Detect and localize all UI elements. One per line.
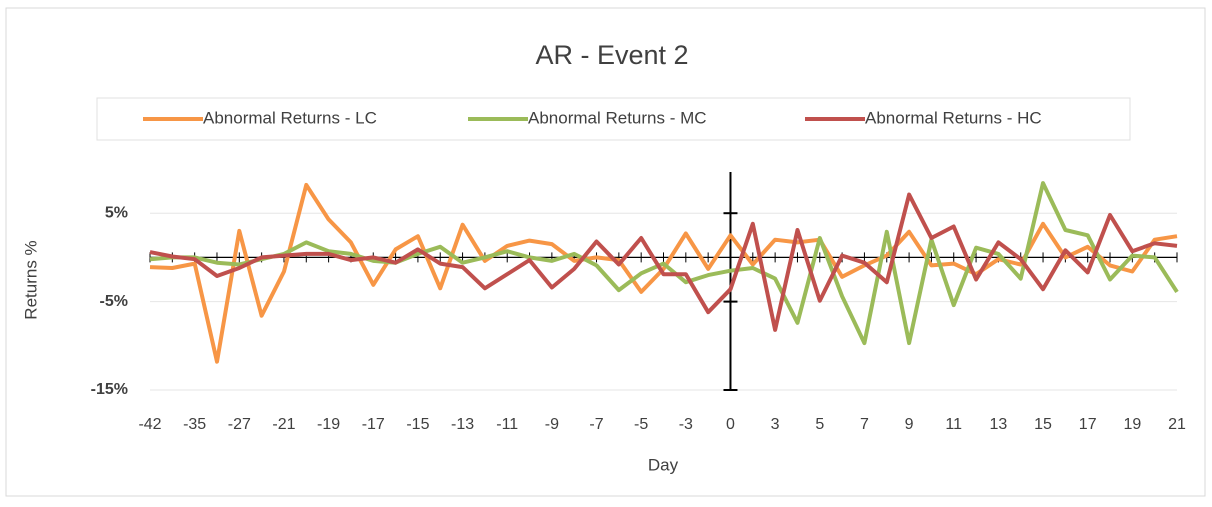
x-tick-label: 19 <box>1123 416 1141 433</box>
x-tick-label: -11 <box>496 416 518 433</box>
x-tick-label: -19 <box>317 416 340 433</box>
line-series <box>149 181 1179 346</box>
x-tick-label: -27 <box>228 416 251 433</box>
x-tick-label: -7 <box>589 416 603 433</box>
legend-box <box>96 97 1131 141</box>
x-tick-label: -21 <box>272 416 295 433</box>
x-tick-label: 3 <box>771 416 780 433</box>
x-axis-label: Day <box>648 455 679 474</box>
y-tick-label: -5% <box>100 293 128 310</box>
x-tick-label: 0 <box>726 416 735 433</box>
x-tick-label: -3 <box>679 416 693 433</box>
x-tick-label: 5 <box>815 416 824 433</box>
legend-label: Abnormal Returns - MC <box>528 108 707 127</box>
x-tick-label: 7 <box>860 416 869 433</box>
x-tick-label: -15 <box>406 416 429 433</box>
legend-label: Abnormal Returns - HC <box>865 108 1042 127</box>
x-tick-label: 17 <box>1079 416 1097 433</box>
x-tick-label: -5 <box>634 416 648 433</box>
y-axis-label: Returns % <box>21 240 40 319</box>
y-tick-label: 5% <box>105 204 128 221</box>
x-tick-label: 15 <box>1034 416 1052 433</box>
legend-label: Abnormal Returns - LC <box>203 108 377 127</box>
x-tick-label: -42 <box>138 416 161 433</box>
x-tick-label: -17 <box>362 416 385 433</box>
x-tick-label: 11 <box>945 416 962 433</box>
x-tick-label: -35 <box>183 416 206 433</box>
x-tick-label: -9 <box>545 416 559 433</box>
line-series <box>149 192 1178 332</box>
x-tick-label: 9 <box>905 416 914 433</box>
chart-title: AR - Event 2 <box>535 40 688 70</box>
x-tick-label: 21 <box>1168 416 1186 433</box>
x-tick-label: 13 <box>989 416 1007 433</box>
y-tick-label: -15% <box>91 381 128 398</box>
x-tick-label: -13 <box>451 416 474 433</box>
